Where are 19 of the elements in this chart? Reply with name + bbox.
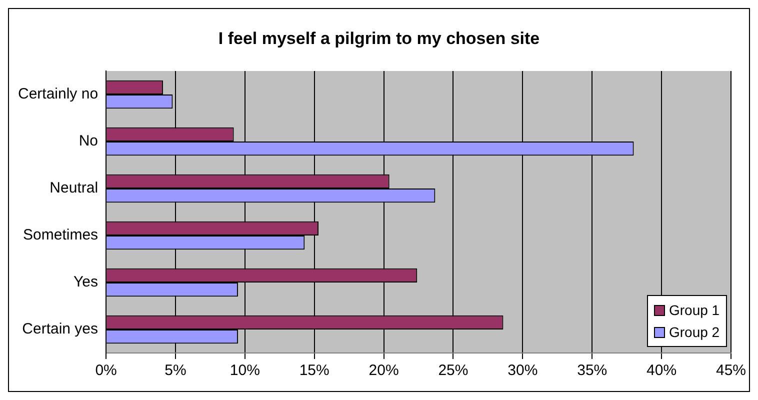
x-tick-label: 45% (716, 362, 746, 380)
legend-label: Group 2 (668, 324, 720, 340)
x-tick-label: 25% (438, 362, 468, 380)
legend-label: Group 1 (668, 302, 720, 318)
y-tick-label: Yes (74, 274, 98, 291)
x-tick-label: 30% (508, 362, 538, 380)
x-tick-label: 10% (230, 362, 260, 380)
y-tick-label: Certain yes (22, 320, 98, 338)
y-tick-label: Certainly no (18, 86, 98, 103)
x-tick-label: 0% (95, 362, 117, 380)
x-tick-label: 5% (164, 362, 186, 380)
x-tick-label: 40% (646, 362, 677, 380)
x-tick-label: 35% (577, 362, 608, 380)
chart-title: I feel myself a pilgrim to my chosen site (217, 29, 541, 49)
y-tick-label: Sometimes (23, 226, 98, 244)
y-tick-label: No (78, 132, 98, 150)
x-tick-label: 20% (368, 362, 399, 380)
y-tick-label: Neutral (50, 180, 98, 197)
x-tick-label: 15% (299, 362, 330, 380)
